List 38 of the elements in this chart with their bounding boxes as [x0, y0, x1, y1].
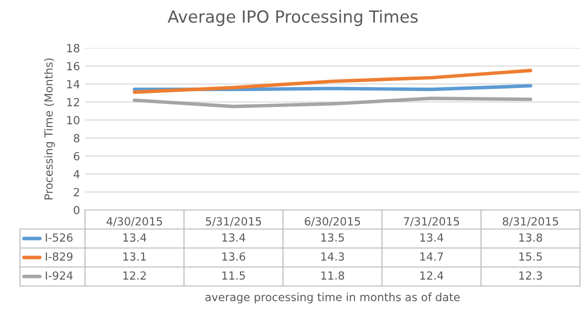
y-tick-label: 8 [74, 134, 80, 142]
data-label: 13.4 [123, 233, 146, 242]
data-label: 11.8 [321, 271, 344, 280]
legend-label: I-526 [46, 233, 73, 242]
y-tick-label: 16 [67, 62, 80, 70]
data-label: 11.5 [222, 271, 245, 280]
y-tick-label: 18 [67, 44, 80, 52]
text: average processing time in months as of date [205, 292, 460, 304]
y-tick-label: 12 [67, 98, 80, 106]
data-label: 14.7 [420, 252, 443, 261]
x-tick-label: 4/30/2015 [106, 217, 162, 226]
data-label: 13.5 [321, 233, 344, 242]
y-tick-label: 10 [67, 116, 80, 124]
x-tick-label: 7/31/2015 [404, 217, 460, 226]
x-tick-label: 6/30/2015 [304, 217, 360, 226]
legend-label: I-924 [46, 271, 73, 280]
y-tick-label: 6 [74, 152, 80, 160]
data-label: 14.3 [321, 252, 344, 261]
data-label: 13.4 [222, 233, 246, 242]
line-series [132, 96, 532, 108]
data-label: 13.4 [420, 233, 444, 242]
x-tick-label: 8/31/2015 [502, 217, 558, 226]
data-label: 15.5 [519, 252, 542, 261]
y-tick-label: 14 [67, 80, 80, 88]
data-label: 13.1 [123, 252, 146, 261]
data-label: 12.2 [123, 271, 146, 280]
legend-label: I-829 [46, 252, 72, 261]
data-label: 13.6 [222, 252, 246, 261]
y-axis-title: Processing Time (Months) [44, 58, 55, 200]
data-label: 12.3 [519, 271, 542, 280]
x-tick-label: 5/31/2015 [206, 217, 262, 226]
line-series [132, 68, 532, 94]
y-tick-label: 4 [74, 170, 80, 178]
y-tick-label: 2 [74, 188, 80, 196]
chart-title: Average IPO Processing Times [168, 10, 418, 26]
data-label: 12.4 [420, 271, 444, 280]
y-tick-label: 0 [74, 206, 80, 214]
data-label: 13.8 [519, 233, 542, 242]
